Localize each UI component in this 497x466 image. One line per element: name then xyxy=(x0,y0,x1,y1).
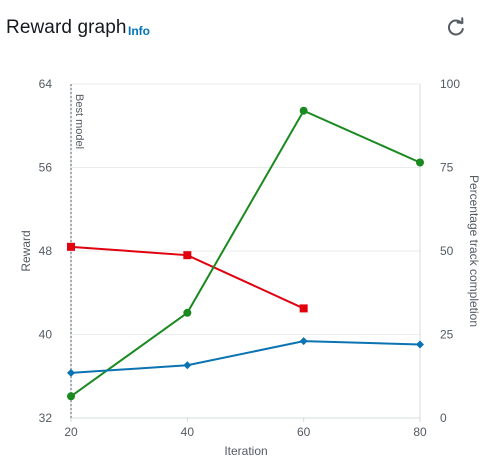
x-tick-label: 60 xyxy=(297,425,311,439)
series-point-1 xyxy=(67,392,75,401)
series-line-2 xyxy=(70,340,421,374)
y-left-tick-label: 40 xyxy=(39,328,53,342)
series-point-2 xyxy=(183,361,192,370)
y-left-tick-label: 32 xyxy=(39,411,53,425)
refresh-icon[interactable] xyxy=(445,16,467,38)
series-point-2 xyxy=(416,340,424,349)
series-point-0 xyxy=(67,242,75,251)
y-left-tick-label: 56 xyxy=(39,161,53,175)
series-point-1 xyxy=(416,158,424,167)
series-point-1 xyxy=(183,308,192,317)
panel-title: Reward graph xyxy=(6,17,127,38)
y-right-tick-label: 75 xyxy=(440,161,454,175)
y-right-tick-label: 100 xyxy=(440,77,460,91)
info-link[interactable]: Info xyxy=(128,24,150,38)
x-axis-title: Iteration xyxy=(224,444,267,458)
x-tick-label: 20 xyxy=(64,425,78,439)
best-model-label: Best model xyxy=(73,94,85,149)
y-left-tick-label: 48 xyxy=(39,244,53,258)
y-right-tick-label: 50 xyxy=(440,244,454,258)
y-right-tick-label: 25 xyxy=(440,328,454,342)
series-line-1 xyxy=(70,109,421,398)
panel-header: Reward graph Info xyxy=(0,0,497,56)
series-point-0 xyxy=(183,251,192,260)
series-point-0 xyxy=(299,304,308,313)
y-left-tick-label: 64 xyxy=(39,77,53,91)
series-point-2 xyxy=(67,368,75,377)
series-point-1 xyxy=(299,106,308,115)
y-right-tick-label: 0 xyxy=(440,411,447,425)
x-tick-label: 40 xyxy=(181,425,195,439)
y-left-axis-title: Reward xyxy=(19,230,33,271)
y-right-axis-title: Percentage track completion xyxy=(467,175,481,327)
x-tick-label: 80 xyxy=(413,425,427,439)
series-point-2 xyxy=(299,337,308,346)
